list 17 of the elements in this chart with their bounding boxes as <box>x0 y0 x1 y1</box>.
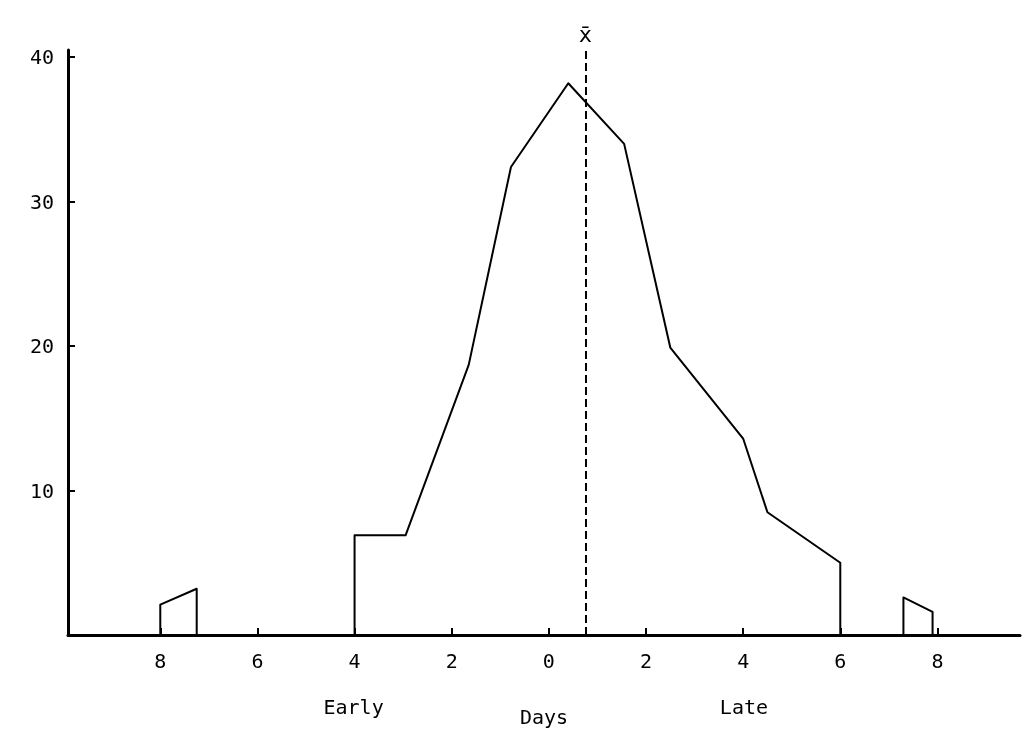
text: Late <box>719 695 769 719</box>
x-tick-label: 0 <box>542 649 555 673</box>
x-tick-label: 4 <box>737 649 750 673</box>
x-axis-title: Days <box>519 705 569 729</box>
text: Early <box>323 695 384 719</box>
y-tick-label: 10 <box>29 478 54 503</box>
x-tick-label: 6 <box>251 649 264 673</box>
x-tick-label: 6 <box>834 649 847 673</box>
x-tick-label: 2 <box>445 649 458 673</box>
ref-line-label: x̄ <box>578 21 592 47</box>
x-tick-label: 4 <box>348 649 361 673</box>
y-tick-label: 30 <box>29 189 54 214</box>
x-tick-label: 8 <box>931 649 944 673</box>
y-tick-label: 20 <box>29 334 54 359</box>
x-tick-label: 2 <box>639 649 653 673</box>
x-tick-label: 8 <box>154 649 167 673</box>
y-tick-label: 40 <box>29 45 54 70</box>
